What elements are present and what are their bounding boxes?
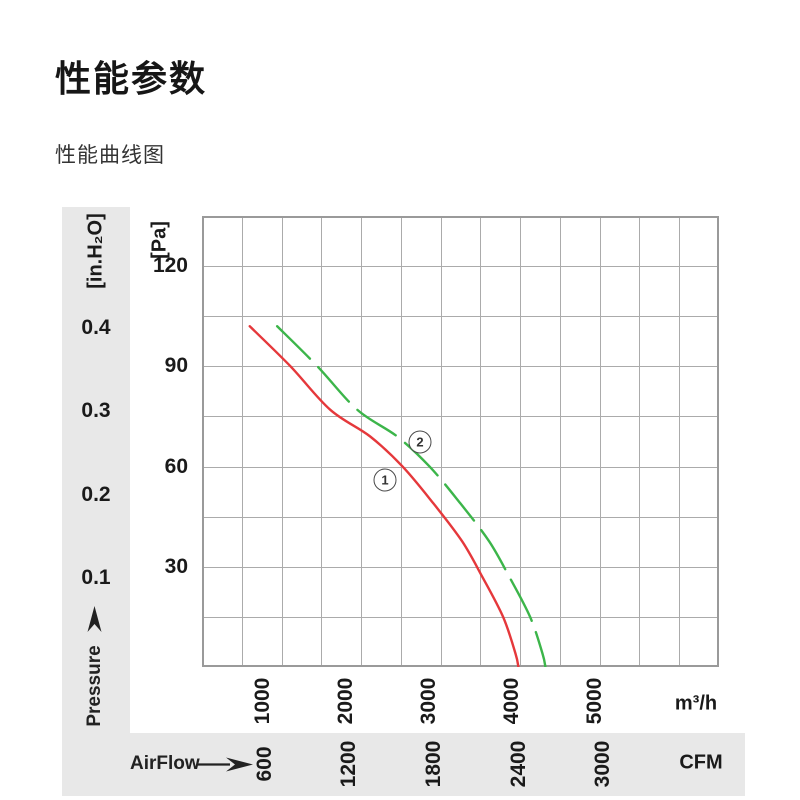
x-tick-cfm: 1200 xyxy=(337,740,361,788)
x-tick-m3h: 2000 xyxy=(334,677,358,725)
x-tick-m3h: 4000 xyxy=(500,677,524,725)
page-title: 性能参数 xyxy=(55,58,208,99)
y-tick-inh2o: 0.3 xyxy=(81,399,111,423)
plot-border xyxy=(202,216,719,667)
x-tick-m3h: 3000 xyxy=(417,677,441,725)
x-axis-unit-cfm: CFM xyxy=(679,751,723,774)
y-tick-inh2o: 0.4 xyxy=(81,316,111,340)
curve-2-line xyxy=(275,325,547,667)
airflow-axis-panel xyxy=(62,733,745,796)
y-axis-unit-inh2o: [in.H₂O] xyxy=(84,213,107,289)
airflow-arrow-icon xyxy=(198,757,254,777)
pressure-arrow-icon xyxy=(86,606,103,639)
y-axis-name: Pressure xyxy=(84,645,105,727)
curves-svg xyxy=(202,216,719,667)
y-tick-inh2o: 0.2 xyxy=(81,482,111,506)
curve-2-marker: 2 xyxy=(408,430,432,454)
curve-1-marker: 1 xyxy=(373,468,397,492)
x-tick-m3h: 1000 xyxy=(251,677,275,725)
y-tick-pa: 120 xyxy=(152,254,188,278)
x-axis-unit-m3h: m³/h xyxy=(674,692,718,715)
x-tick-m3h: 5000 xyxy=(583,677,607,725)
y-tick-pa: 30 xyxy=(164,554,188,578)
x-axis-name: AirFlow xyxy=(130,753,200,774)
x-tick-cfm: 1800 xyxy=(421,740,445,788)
y-tick-inh2o: 0.1 xyxy=(81,565,111,589)
x-tick-cfm: 600 xyxy=(252,746,276,782)
x-tick-cfm: 3000 xyxy=(591,740,615,788)
section-subtitle: 性能曲线图 xyxy=(55,144,165,167)
pressure-axis-panel xyxy=(62,207,130,796)
y-tick-pa: 90 xyxy=(164,354,188,378)
plot-area xyxy=(202,216,719,667)
y-tick-pa: 60 xyxy=(164,454,188,478)
curve-1-line xyxy=(248,325,520,667)
x-tick-cfm: 2400 xyxy=(506,740,530,788)
grid-lines xyxy=(202,216,719,667)
